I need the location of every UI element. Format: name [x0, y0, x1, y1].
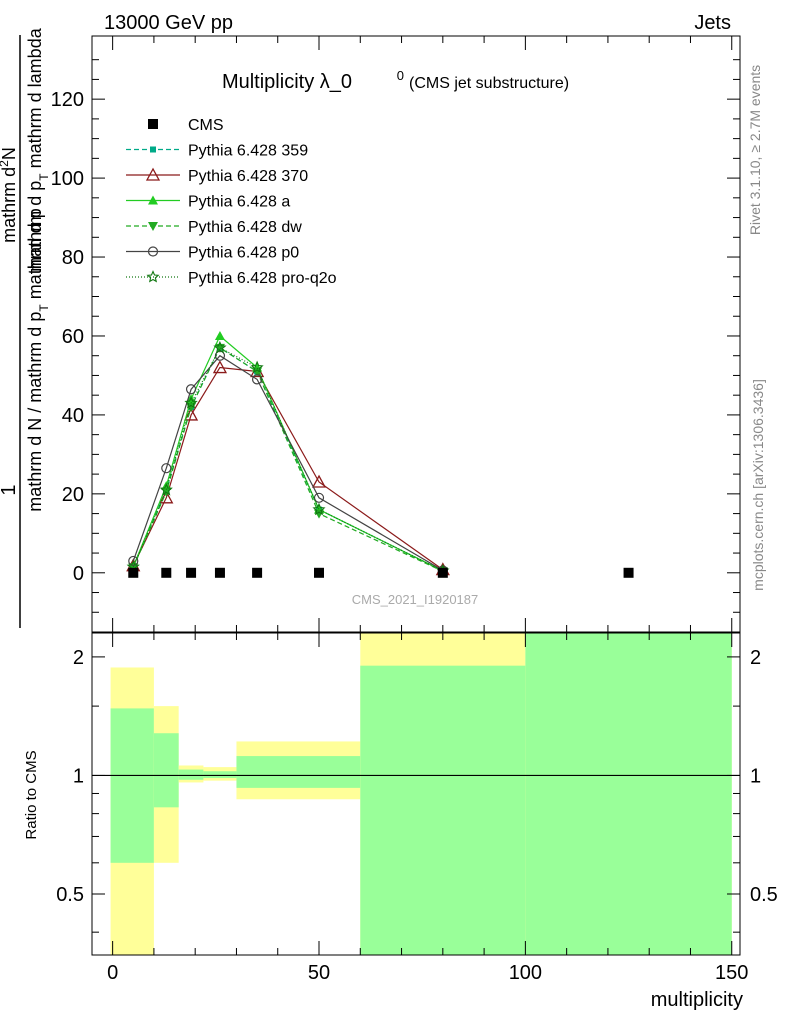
ratio-ytick-label: 0.5 — [56, 884, 84, 906]
legend-marker — [145, 167, 161, 181]
watermark: CMS_2021_I1920187 — [352, 592, 479, 607]
main-ytick-label: 40 — [62, 405, 84, 427]
legend-label: CMS — [188, 117, 224, 134]
legend-item: CMS — [148, 117, 224, 134]
data-point — [185, 384, 197, 395]
ratio-ytick-label-right: 1 — [750, 765, 761, 787]
data-point — [212, 360, 228, 374]
source-label: mcplots.cern.ch [arXiv:1306.3436] — [750, 379, 766, 591]
data-point — [161, 463, 172, 474]
data-point — [311, 474, 327, 488]
data-point — [437, 567, 448, 578]
data-point — [161, 567, 172, 578]
ratio-ytick-label-right: 2 — [750, 647, 761, 669]
ratio-plot: 0.5 0.5 1 1 2 2 0 50 100 150 Ratio to CMS multipl… — [23, 632, 778, 1011]
data-point — [312, 502, 326, 516]
ylabel-num: mathrm d2N — [0, 147, 19, 243]
legend-item: Pythia 6.428 370 — [126, 167, 308, 185]
ratio-ytick-label: 2 — [73, 647, 84, 669]
ratio-ytick-label-right: 0.5 — [750, 884, 778, 906]
series-line — [132, 366, 444, 571]
main-plot: CMS_2021_I1920187 Multiplicity λ_0 0 (CM… — [51, 35, 741, 633]
ylabel-prefix-num: 1 — [0, 484, 20, 495]
data-point — [214, 350, 226, 361]
main-ytick-label: 80 — [62, 247, 84, 269]
data-point — [214, 567, 225, 578]
series-line — [132, 354, 444, 571]
series-5 — [128, 350, 448, 576]
ratio-band-green — [203, 771, 237, 779]
series-line — [132, 346, 444, 572]
ylabel-den: mathrm d pT mathrm d lambda — [25, 27, 51, 271]
chart-title-sup: 0 — [397, 68, 404, 83]
series-0 — [128, 567, 634, 578]
series-2 — [126, 360, 450, 576]
legend-item: Pythia 6.428 a — [126, 194, 290, 211]
ylabel-prefix-den: mathrm d N / mathrm d pT mathrm d p — [25, 208, 51, 511]
x-tick-label: 100 — [509, 962, 542, 984]
data-point — [623, 567, 634, 578]
x-axis-label: multiplicity — [651, 989, 743, 1011]
legend-item: Pythia 6.428 359 — [126, 143, 308, 160]
legend-label: Pythia 6.428 dw — [188, 219, 302, 236]
main-ytick-label: 60 — [62, 326, 84, 348]
data-point — [128, 567, 139, 578]
data-point — [159, 482, 173, 496]
data-point — [251, 374, 263, 385]
data-point — [128, 555, 139, 567]
header-category: Jets — [694, 12, 731, 34]
legend-label: Pythia 6.428 pro-q2o — [188, 270, 337, 287]
ratio-band-green — [525, 633, 732, 955]
data-point — [186, 567, 197, 578]
data-point — [213, 340, 227, 354]
x-tick-label: 50 — [308, 962, 330, 984]
legend-marker — [146, 270, 160, 283]
legend-marker — [148, 222, 158, 231]
ratio-bands — [110, 633, 732, 955]
header-energy: 13000 GeV pp — [104, 12, 233, 34]
series-4 — [128, 343, 448, 577]
legend-label: Pythia 6.428 359 — [188, 143, 308, 160]
ratio-plot-frame — [91, 632, 741, 956]
main-series — [126, 330, 634, 578]
main-ytick-label: 20 — [62, 484, 84, 506]
data-point — [252, 567, 263, 578]
legend: CMS Pythia 6.428 359 Pythia 6.428 370 Pythi… — [126, 117, 337, 287]
main-axes: 0 20 40 60 80 100 120 — [51, 36, 740, 632]
ratio-band-green — [178, 769, 204, 780]
main-ytick-label: 0 — [73, 563, 84, 585]
legend-label: Pythia 6.428 p0 — [188, 245, 299, 262]
series-3 — [128, 330, 448, 575]
data-point — [250, 360, 264, 374]
legend-item: Pythia 6.428 pro-q2o — [126, 270, 337, 287]
data-point — [184, 396, 198, 409]
legend-item: Pythia 6.428 p0 — [126, 245, 299, 262]
ratio-band-green — [110, 708, 154, 863]
chart-title: Multiplicity λ_0 — [222, 71, 352, 93]
ratio-band-green — [236, 756, 361, 788]
ratio-ytick-label: 1 — [73, 765, 84, 787]
main-plot-frame — [91, 35, 741, 633]
legend-marker — [148, 119, 158, 129]
legend-marker — [148, 195, 158, 205]
data-point — [314, 567, 325, 578]
legend-marker — [147, 246, 159, 257]
data-point — [214, 330, 225, 340]
ratio-axes: 0.5 0.5 1 1 2 2 0 50 100 150 — [56, 633, 778, 984]
legend-marker — [150, 146, 156, 153]
x-tick-label: 0 — [107, 962, 118, 984]
main-ylabel: 1 mathrm d N / mathrm d pT mathrm d p ma… — [0, 27, 51, 628]
ratio-band-green — [360, 665, 526, 955]
rivet-label: Rivet 3.1.10, ≥ 2.7M events — [747, 65, 763, 235]
legend-label: Pythia 6.428 370 — [188, 168, 308, 185]
x-tick-label: 150 — [715, 962, 748, 984]
main-ytick-label: 120 — [51, 89, 84, 111]
ratio-band-green — [153, 733, 179, 808]
main-ytick-label: 100 — [51, 168, 84, 190]
legend-item: Pythia 6.428 dw — [126, 219, 302, 236]
chart-subtitle: (CMS jet substructure) — [409, 75, 569, 92]
ratio-ylabel: Ratio to CMS — [23, 750, 40, 839]
legend-label: Pythia 6.428 a — [188, 194, 290, 211]
